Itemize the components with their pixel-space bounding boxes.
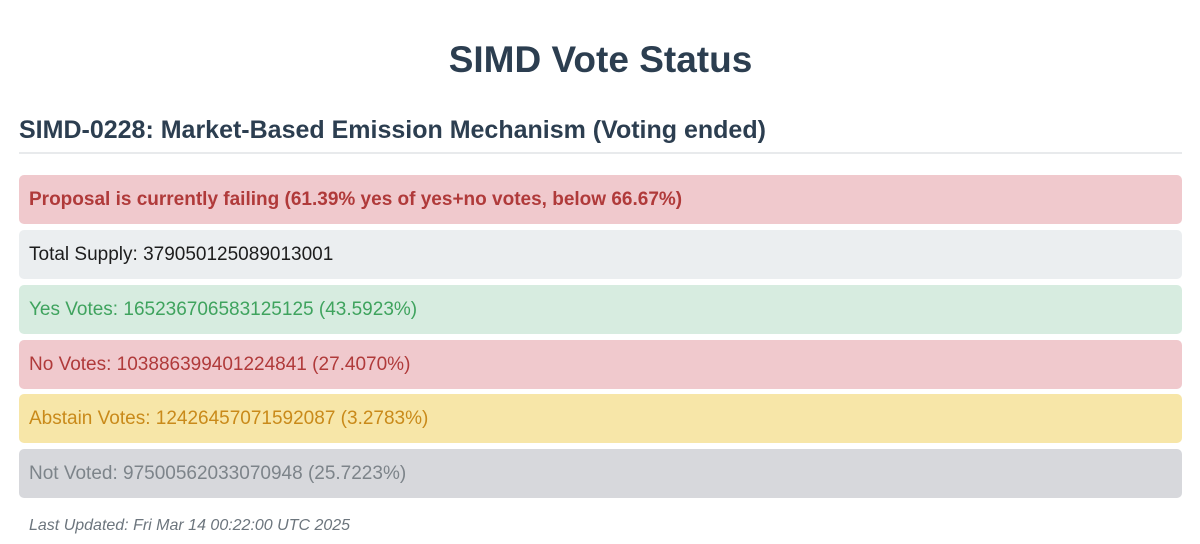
total-supply-label: Total Supply:	[29, 243, 138, 265]
yes-votes-percent: (43.5923%)	[318, 298, 418, 320]
not-voted-percent: (25.7223%)	[307, 462, 407, 484]
total-supply-value: 379050125089013001	[143, 243, 334, 265]
no-votes-row: No Votes: 103886399401224841 (27.4070%)	[19, 340, 1182, 389]
yes-votes-value: 165236706583125125	[123, 298, 314, 320]
total-supply-row: Total Supply: 379050125089013001	[19, 230, 1182, 279]
no-votes-label: No Votes:	[29, 353, 112, 375]
proposal-status-text: Proposal is currently failing (61.39% ye…	[29, 188, 683, 210]
yes-votes-row: Yes Votes: 165236706583125125 (43.5923%)	[19, 285, 1182, 334]
not-voted-row: Not Voted: 97500562033070948 (25.7223%)	[19, 449, 1182, 498]
abstain-votes-row: Abstain Votes: 12426457071592087 (3.2783…	[19, 394, 1182, 443]
no-votes-percent: (27.4070%)	[312, 353, 411, 375]
not-voted-value: 97500562033070948	[123, 462, 303, 484]
abstain-votes-percent: (3.2783%)	[340, 407, 429, 429]
proposal-heading: SIMD-0228: Market-Based Emission Mechani…	[19, 112, 1182, 154]
last-updated-timestamp: Last Updated: Fri Mar 14 00:22:00 UTC 20…	[29, 517, 351, 534]
abstain-votes-value: 12426457071592087	[155, 407, 336, 429]
proposal-status-alert: Proposal is currently failing (61.39% ye…	[19, 175, 1182, 224]
not-voted-label: Not Voted:	[29, 462, 118, 484]
page-title: SIMD Vote Status	[448, 39, 753, 80]
yes-votes-label: Yes Votes:	[29, 298, 119, 320]
no-votes-value: 103886399401224841	[116, 353, 307, 375]
abstain-votes-label: Abstain Votes:	[29, 407, 151, 429]
